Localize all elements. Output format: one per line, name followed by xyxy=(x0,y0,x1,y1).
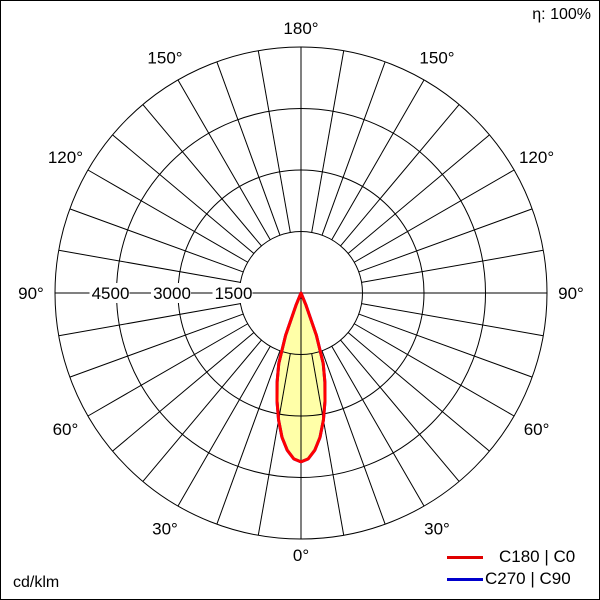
grid-spoke xyxy=(311,50,345,233)
angle-label: 30° xyxy=(424,520,450,539)
legend-item-c270-c90: C270 | C90 xyxy=(447,569,597,591)
grid-spoke xyxy=(112,134,255,254)
grid-spoke xyxy=(142,339,262,482)
angle-label: 180° xyxy=(283,19,318,38)
tick-label-bg xyxy=(151,283,191,303)
grid-spoke xyxy=(361,249,544,283)
radial-tick-label: 1500 xyxy=(215,284,253,303)
angle-label: 120° xyxy=(519,148,554,167)
grid-spoke xyxy=(331,79,425,240)
unit-label: cd/klm xyxy=(13,574,60,591)
angle-label: 120° xyxy=(48,148,83,167)
angle-label: 30° xyxy=(152,520,178,539)
efficiency-label: η: 100% xyxy=(532,6,591,23)
legend-swatch-red xyxy=(447,556,483,559)
grid-spoke xyxy=(340,339,460,482)
angle-label: 150° xyxy=(419,48,454,67)
grid-spoke xyxy=(331,346,425,507)
tick-label-bg xyxy=(89,283,130,303)
grid-spoke xyxy=(177,79,271,240)
legend-label: C270 | C90 xyxy=(485,569,571,588)
angle-label-bg xyxy=(11,283,51,303)
grid-ring xyxy=(54,46,548,540)
grid-spoke xyxy=(340,104,460,247)
grid-spoke xyxy=(142,104,262,247)
grid-spoke xyxy=(358,208,533,273)
grid-spoke xyxy=(69,208,244,273)
radial-tick-label: 3000 xyxy=(153,284,191,303)
legend: C180 | C0 C270 | C90 xyxy=(447,547,597,591)
grid-spoke xyxy=(358,313,533,378)
grid-spoke xyxy=(177,346,271,507)
grid-spoke xyxy=(87,169,248,263)
angle-label: 90° xyxy=(18,284,44,303)
curve-c180-c0 xyxy=(275,291,327,464)
grid-spoke xyxy=(321,350,386,525)
grid-spoke xyxy=(257,353,291,536)
angle-label: 150° xyxy=(147,48,182,67)
grid-spoke xyxy=(216,61,281,236)
grid-spoke xyxy=(58,303,241,337)
grid-spoke xyxy=(311,353,345,536)
legend-item-c180-c0: C180 | C0 xyxy=(447,547,597,569)
grid-spoke xyxy=(347,134,490,254)
angle-label: 90° xyxy=(558,284,584,303)
grid-spoke xyxy=(354,323,515,417)
grid-spoke xyxy=(87,323,248,417)
radial-tick-label: 4500 xyxy=(92,284,130,303)
angle-label-bg xyxy=(551,283,591,303)
grid-spoke xyxy=(321,61,386,236)
legend-swatch-blue xyxy=(447,578,483,581)
grid-spoke xyxy=(112,332,255,452)
grid-spoke xyxy=(69,313,244,378)
angle-label: 60° xyxy=(53,420,79,439)
angle-label: 60° xyxy=(524,420,550,439)
grid-spoke xyxy=(347,332,490,452)
grid-spoke xyxy=(216,350,281,525)
angle-label: 0° xyxy=(293,546,309,565)
grid-spoke xyxy=(257,50,291,233)
grid-spoke xyxy=(354,169,515,263)
grid-spoke xyxy=(361,303,544,337)
grid-spoke xyxy=(58,249,241,283)
legend-label: C180 | C0 xyxy=(499,547,576,566)
tick-label-bg xyxy=(212,283,253,303)
